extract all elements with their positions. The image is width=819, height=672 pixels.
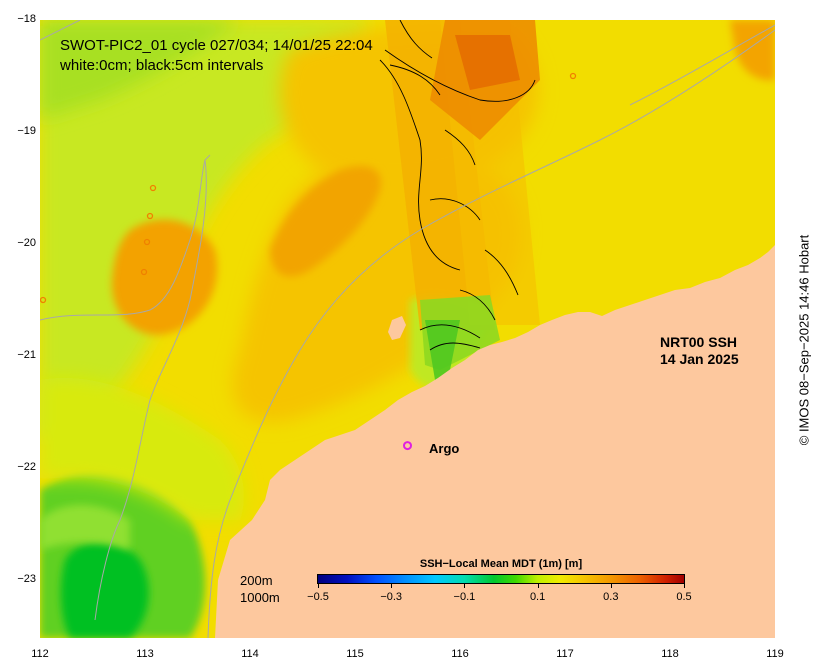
land-mass <box>215 245 775 638</box>
x-tick-label: 115 <box>346 648 364 660</box>
argo-label: Argo <box>429 441 460 456</box>
ssh-contours <box>379 20 536 351</box>
isobath-1000-label: 1000m <box>240 590 280 605</box>
colorbar-tick-label: −0.3 <box>380 591 403 603</box>
isobath-200-label: 200m <box>240 573 273 588</box>
colorbar <box>317 574 685 584</box>
product-name: NRT00 SSH <box>660 334 738 350</box>
x-tick-label: 114 <box>241 648 259 660</box>
colorbar-title: SSH−Local Mean MDT (1m) [m] <box>419 558 583 570</box>
y-tick-label: −21 <box>17 349 36 361</box>
swot-swaths <box>385 20 540 380</box>
y-tick-label: −20 <box>17 237 36 249</box>
colorbar-tick-label: 0.1 <box>529 591 546 603</box>
colorbar-tick-label: 0.5 <box>676 591 692 603</box>
ssh-map <box>40 20 775 638</box>
colorbar-tick-label: −0.1 <box>453 591 476 603</box>
y-tick-label: −18 <box>17 13 36 25</box>
x-tick-label: 112 <box>31 648 49 660</box>
y-tick-label: −19 <box>17 125 36 137</box>
map-panel: SWOT-PIC2_01 cycle 027/034; 14/01/25 22:… <box>40 20 775 638</box>
float-markers <box>40 72 577 304</box>
x-tick-label: 119 <box>766 648 784 660</box>
isobath-lines <box>40 20 775 638</box>
y-tick-label: −22 <box>17 461 36 473</box>
contour-legend: white:0cm; black:5cm intervals <box>60 57 264 74</box>
argo-float-marker[interactable] <box>403 441 412 451</box>
y-tick-label: −23 <box>17 573 36 585</box>
copyright-notice: © IMOS 08−Sep−2025 14:46 Hobart <box>796 234 812 446</box>
colorbar-tick <box>464 583 466 588</box>
colorbar-tick <box>610 583 612 588</box>
x-tick-label: 117 <box>556 648 574 660</box>
colorbar-tick <box>318 583 319 588</box>
colorbar-tick <box>391 583 393 588</box>
x-tick-label: 116 <box>451 648 469 660</box>
product-date: 14 Jan 2025 <box>660 351 739 367</box>
map-title: SWOT-PIC2_01 cycle 027/034; 14/01/25 22:… <box>60 37 373 54</box>
colorbar-tick <box>537 583 539 588</box>
barrow-island <box>388 316 406 340</box>
colorbar-tick-label: −0.5 <box>307 591 329 603</box>
colorbar-tick <box>684 583 685 588</box>
x-tick-label: 118 <box>661 648 679 660</box>
colorbar-tick-label: 0.3 <box>603 591 619 603</box>
x-tick-label: 113 <box>136 648 154 660</box>
